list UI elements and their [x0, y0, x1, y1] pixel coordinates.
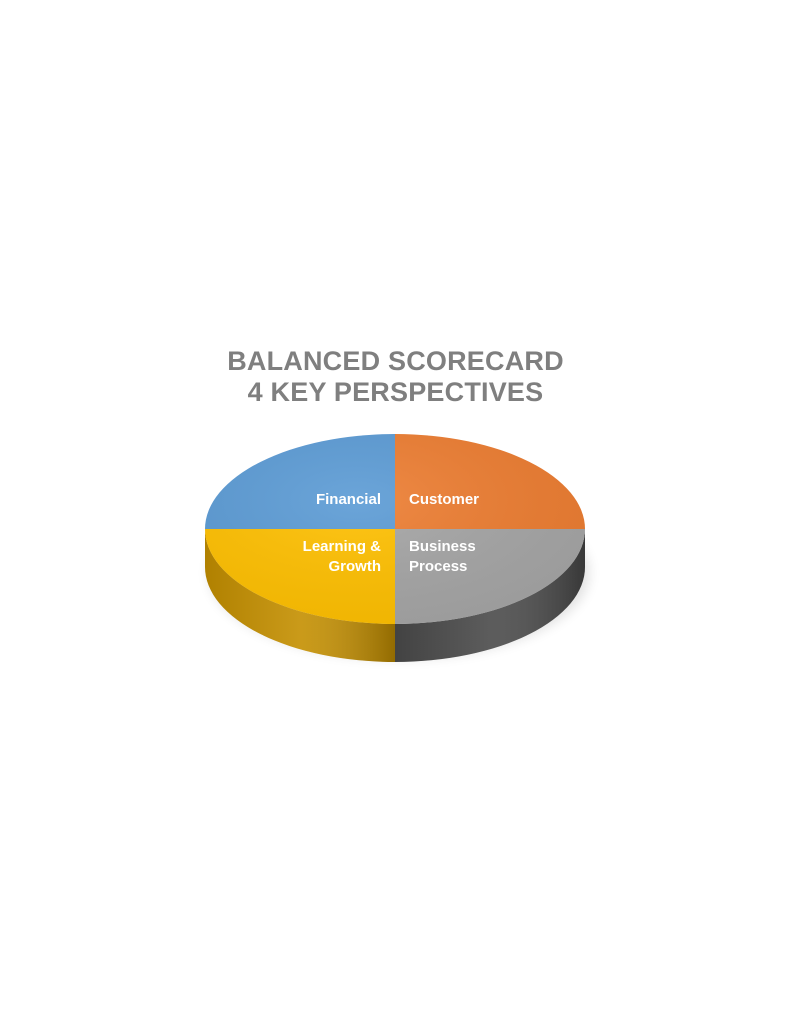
pie-side-shade-learning-growth — [205, 529, 395, 662]
pie-label-business-process: Business Process — [409, 538, 476, 575]
pie-label-line: Learning & — [303, 538, 382, 555]
pie-label-line: Customer — [409, 491, 479, 508]
pie-side-shade-business-process — [395, 529, 585, 662]
pie-label-line: Financial — [316, 491, 381, 508]
pie-top-sheen — [205, 434, 585, 624]
chart-title-line-2: 4 KEY PERSPECTIVES — [247, 377, 544, 407]
pie-label-line: Business — [409, 538, 476, 555]
pie-label-line: Process — [409, 558, 467, 575]
chart-title-line-1: BALANCED SCORECARD — [227, 346, 564, 376]
pie-label-financial: Financial — [316, 491, 381, 508]
chart-title: BALANCED SCORECARD 4 KEY PERSPECTIVES — [0, 346, 791, 408]
pie-label-customer: Customer — [409, 491, 479, 508]
pie-label-learning-growth: Learning & Growth — [303, 538, 382, 575]
pie-label-line: Growth — [329, 558, 382, 575]
